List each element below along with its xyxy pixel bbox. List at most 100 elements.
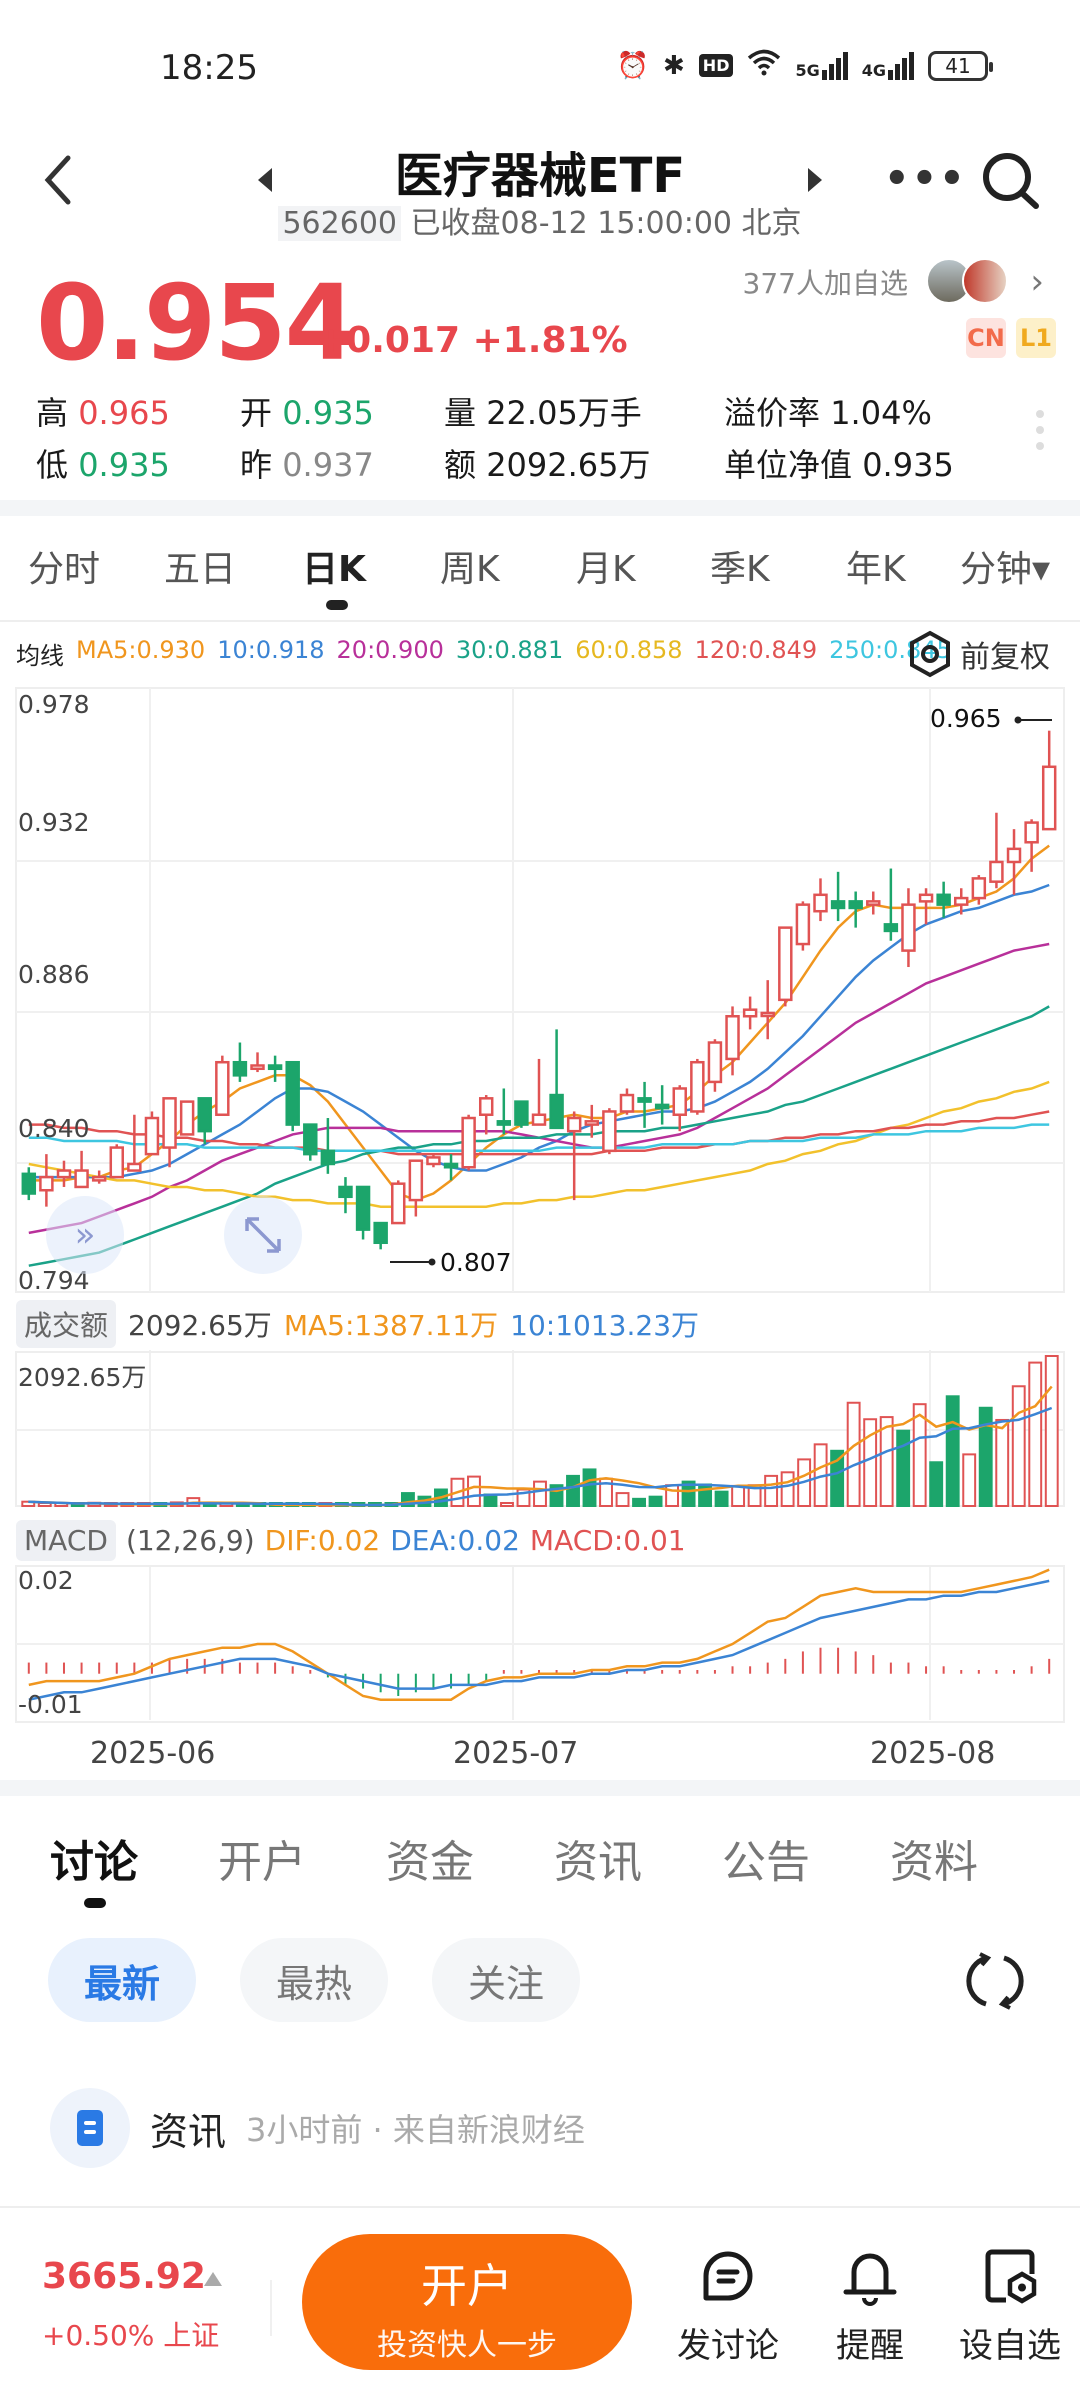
stat-value: 0.935 — [282, 394, 374, 432]
tab-daily-k[interactable]: 日K — [302, 549, 366, 590]
alarm-icon: ⏰ — [616, 50, 649, 81]
price-adjust-button[interactable]: 前复权 — [908, 630, 1050, 678]
tab-quarterly-k[interactable]: 季K — [710, 549, 770, 590]
stat-value: 2092.65万 — [486, 446, 651, 484]
follower-avatars[interactable] — [926, 258, 1008, 304]
bluetooth-icon: ✱ — [663, 50, 685, 81]
stat-high: 高 0.965 — [36, 388, 170, 434]
y-tick: 0.840 — [18, 1114, 90, 1143]
tab-intraday[interactable]: 分时 — [28, 549, 101, 590]
net-label: 4G — [861, 60, 886, 80]
index-value[interactable]: 3665.92 — [42, 2256, 206, 2297]
chevron-right-icon[interactable]: › — [1030, 262, 1044, 302]
macd-axis-bottom: -0.01 — [18, 1690, 83, 1719]
refresh-icon — [966, 1952, 1024, 2010]
volume-axis-max: 2092.65万 — [18, 1363, 147, 1392]
tab-monthly-k[interactable]: 月K — [576, 549, 636, 590]
macd-value: MACD:0.01 — [529, 1524, 686, 1557]
x-tick: 2025-07 — [453, 1736, 579, 1771]
kline-chart[interactable] — [0, 0, 1080, 1780]
filter-following[interactable]: 关注 — [432, 1938, 581, 2022]
net-label: 5G — [795, 60, 820, 80]
tab-yearly-k[interactable]: 年K — [846, 549, 906, 590]
stat-label: 昨 — [240, 446, 273, 484]
market-status: 已收盘08-12 15:00:00 北京 — [410, 206, 802, 241]
tab-open-account[interactable]: 开户 — [218, 1837, 306, 1888]
stat-value: 22.05万手 — [486, 394, 642, 432]
fullscreen-button[interactable] — [224, 1196, 302, 1274]
prev-stock-button[interactable] — [258, 168, 272, 192]
stat-label: 量 — [444, 394, 477, 432]
current-price: 0.954 — [36, 262, 357, 384]
news-title: 资讯 — [150, 2109, 227, 2154]
stock-code: 562600 — [278, 206, 401, 241]
post-discussion-button[interactable]: 发讨论 — [668, 2244, 788, 2367]
tab-weekly-k[interactable]: 周K — [440, 549, 500, 590]
tab-news[interactable]: 资讯 — [554, 1837, 642, 1888]
back-button[interactable] — [38, 150, 78, 210]
volume-tag[interactable]: 成交额 — [16, 1300, 117, 1348]
refresh-button[interactable] — [964, 1950, 1026, 2012]
tab-profile[interactable]: 资料 — [890, 1837, 978, 1888]
page-title: 医疗器械ETF — [394, 148, 686, 204]
filter-latest[interactable]: 最新 — [48, 1938, 197, 2022]
tab-funds[interactable]: 资金 — [386, 1837, 474, 1888]
divider — [0, 2206, 1080, 2208]
stat-prev-close: 昨 0.937 — [240, 440, 374, 486]
ma-item: 10:0.918 — [217, 636, 325, 664]
news-item[interactable]: 资讯 3小时前 · 来自新浪财经 — [50, 2088, 585, 2168]
stat-value: 0.935 — [862, 446, 954, 484]
cta-main-label: 开户 — [421, 2259, 513, 2313]
y-tick: 0.932 — [18, 808, 90, 837]
next-stock-button[interactable] — [808, 168, 822, 192]
scroll-forward-button[interactable]: » — [46, 1196, 124, 1274]
alert-button[interactable]: 提醒 — [810, 2244, 930, 2367]
status-icons: ⏰ ✱ HD 5G 4G 41 — [616, 48, 993, 83]
tab-five-day[interactable]: 五日 — [164, 549, 237, 590]
volume-value: 2092.65万 — [128, 1309, 272, 1342]
stat-low: 低 0.935 — [36, 440, 170, 486]
ma-title: 均线 — [16, 642, 64, 670]
action-label: 设自选 — [959, 2326, 1061, 2366]
more-button[interactable]: ••• — [884, 156, 967, 202]
followers-count[interactable]: 377人加自选 — [742, 267, 908, 300]
macd-dif: DIF:0.02 — [264, 1524, 381, 1557]
index-up-icon — [204, 2272, 222, 2286]
volume-ma5: MA5:1387.11万 — [283, 1309, 499, 1342]
search-button[interactable] — [980, 150, 1042, 212]
add-watchlist-icon — [985, 2249, 1037, 2304]
action-label: 提醒 — [836, 2326, 904, 2366]
cn-badge[interactable]: CN — [966, 318, 1006, 358]
adjust-label: 前复权 — [960, 640, 1050, 675]
filter-hot[interactable]: 最热 — [240, 1938, 389, 2022]
stat-amount: 额 2092.65万 — [444, 440, 651, 486]
x-tick: 2025-08 — [870, 1736, 996, 1771]
period-tabs: 分时 五日 日K 周K 月K 季K 年K 分钟▾ — [0, 540, 1080, 600]
volume-ma10: 10:1013.23万 — [510, 1309, 700, 1342]
section-divider — [0, 1780, 1080, 1796]
4g-signal-icon: 4G — [861, 51, 914, 80]
divider — [0, 620, 1080, 622]
stat-label: 开 — [240, 394, 273, 432]
ma-item: MA5:0.930 — [76, 636, 206, 664]
avatar — [962, 258, 1008, 304]
macd-dea: DEA:0.02 — [390, 1524, 520, 1557]
open-account-button[interactable]: 开户 投资快人一步 — [302, 2234, 632, 2370]
ma-item: 30:0.881 — [455, 636, 564, 664]
y-tick: 0.978 — [18, 690, 90, 719]
stat-open: 开 0.935 — [240, 388, 374, 434]
hd-icon: HD — [698, 54, 734, 77]
macd-tag[interactable]: MACD — [16, 1520, 116, 1561]
index-change[interactable]: +0.50% 上证 — [42, 2319, 220, 2352]
tab-discussion[interactable]: 讨论 — [50, 1837, 138, 1888]
back-arrow-icon — [44, 155, 71, 205]
5g-signal-icon: 5G — [795, 51, 848, 80]
tab-announcements[interactable]: 公告 — [722, 1837, 810, 1888]
expand-stats-button[interactable] — [1036, 410, 1044, 450]
y-tick: 0.886 — [18, 960, 90, 989]
add-watchlist-button[interactable]: 设自选 — [950, 2244, 1070, 2367]
wifi-icon — [747, 48, 781, 83]
tab-minute-dropdown[interactable]: 分钟▾ — [960, 549, 1051, 590]
l1-badge[interactable]: L1 — [1016, 318, 1056, 358]
ma-legend: 均线 MA5:0.930 10:0.918 20:0.900 30:0.881 … — [16, 636, 952, 671]
